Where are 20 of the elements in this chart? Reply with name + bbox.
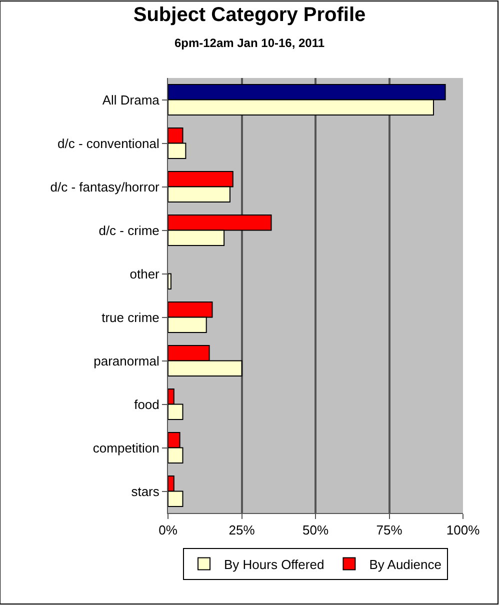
y-tick-label: food <box>134 396 160 412</box>
y-tick-label: d/c - crime <box>98 222 160 238</box>
y-tick-label: true crime <box>102 310 160 325</box>
x-tick-label: 100% <box>446 522 480 538</box>
y-tick-label: other <box>130 266 160 282</box>
chart-subtitle: 6pm-12am Jan 10-16, 2011 <box>174 36 325 50</box>
bar <box>168 273 172 290</box>
y-tick-label: stars <box>131 484 160 499</box>
y-tick-label: paranormal <box>94 353 160 368</box>
chart-title: Subject Category Profile <box>133 4 366 26</box>
legend-label: By Audience <box>369 556 442 572</box>
x-tick-label: 0% <box>158 522 178 538</box>
legend-label: By Hours Offered <box>224 556 324 572</box>
y-tick-label: d/c - conventional <box>57 136 160 151</box>
x-tick-label: 50% <box>302 522 329 538</box>
y-tick-label: competition <box>92 440 160 456</box>
x-tick-label: 25% <box>228 522 256 538</box>
y-tick-label: All Drama <box>102 92 160 108</box>
y-tick-label: d/c - fantasy/horror <box>50 179 160 194</box>
x-tick-label: 75% <box>376 522 403 538</box>
